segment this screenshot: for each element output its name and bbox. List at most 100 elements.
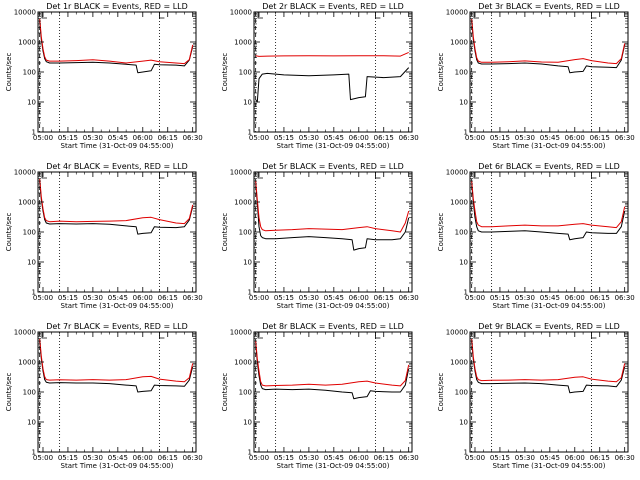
y-tick-label: 1000 [450, 199, 468, 207]
y-tick-label: 10000 [14, 329, 36, 337]
chart-title: Det 1r BLACK = Events, RED = LLD [46, 2, 188, 11]
y-tick-label: 1 [32, 289, 36, 297]
y-axis-label: Counts/sec [5, 213, 13, 252]
x-tick-label: 06:00 [349, 134, 369, 142]
y-tick-label: 1000 [18, 39, 36, 47]
chart-panel: Det 5r BLACK = Events, RED = LLD 1 10 100 10… [221, 162, 419, 310]
x-tick-label: 06:15 [590, 454, 610, 462]
y-tick-label: 10 [27, 419, 36, 427]
x-axis-label: Start Time (31-Oct-09 04:55:00) [493, 462, 606, 470]
chart-panel: Det 4r BLACK = Events, RED = LLD 1 10 100 10… [5, 162, 203, 310]
y-tick-label: 10 [243, 99, 252, 107]
x-tick-label: 06:30 [183, 454, 203, 462]
x-tick-label: 05:30 [83, 454, 103, 462]
y-tick-label: 1000 [234, 39, 252, 47]
x-tick-label: 06:30 [615, 134, 635, 142]
y-tick-label: 100 [23, 389, 36, 397]
corner-bracket [41, 172, 47, 179]
corner-bracket [257, 172, 263, 179]
chart-panel: Det 2r BLACK = Events, RED = LLD 1 10 100 10… [221, 2, 419, 150]
y-tick-label: 10000 [446, 329, 468, 337]
events-series-line [471, 20, 626, 74]
corner-bracket [257, 332, 263, 339]
x-tick-label: 05:45 [108, 134, 128, 142]
x-tick-label: 05:15 [274, 454, 294, 462]
events-series-line [471, 183, 626, 241]
x-tick-label: 05:45 [540, 294, 560, 302]
x-tick-label: 05:30 [515, 134, 535, 142]
y-tick-label: 10 [27, 259, 36, 267]
chart-panel: Det 9r BLACK = Events, RED = LLD 1 10 100 10… [437, 322, 635, 470]
x-tick-label: 05:45 [108, 454, 128, 462]
y-tick-label: 10 [459, 419, 468, 427]
plot-frame [37, 11, 197, 133]
chart-panel: Det 1r BLACK = Events, RED = LLD 1 10 100 10… [5, 2, 203, 150]
corner-bracket [41, 12, 47, 19]
y-tick-label: 10000 [446, 169, 468, 177]
corner-bracket [473, 12, 479, 19]
x-tick-label: 05:45 [324, 294, 344, 302]
plot-frame [253, 11, 413, 133]
x-tick-label: 05:45 [324, 134, 344, 142]
x-tick-label: 05:00 [465, 294, 485, 302]
plot-frame [253, 171, 413, 293]
y-axis-label: Counts/sec [221, 213, 229, 252]
y-tick-label: 1 [248, 129, 252, 137]
corner-bracket [159, 12, 165, 19]
x-tick-label: 05:15 [490, 294, 510, 302]
x-tick-label: 05:15 [490, 454, 510, 462]
x-tick-label: 06:30 [399, 454, 419, 462]
y-tick-label: 10000 [230, 329, 252, 337]
y-tick-label: 1000 [234, 199, 252, 207]
chart-title: Det 3r BLACK = Events, RED = LLD [478, 2, 620, 11]
events-series-line [39, 340, 194, 393]
x-axis-label: Start Time (31-Oct-09 04:55:00) [61, 142, 174, 150]
x-tick-label: 06:30 [183, 134, 203, 142]
y-tick-label: 10 [243, 259, 252, 267]
chart-panel: Det 8r BLACK = Events, RED = LLD 1 10 100 10… [221, 322, 419, 470]
y-tick-label: 1 [32, 129, 36, 137]
x-axis-label: Start Time (31-Oct-09 04:55:00) [277, 302, 390, 310]
chart-panel: Det 7r BLACK = Events, RED = LLD 1 10 100 10… [5, 322, 203, 470]
events-series-line [255, 183, 410, 251]
y-tick-label: 10000 [230, 9, 252, 17]
x-tick-label: 06:00 [565, 294, 585, 302]
y-tick-label: 100 [455, 69, 468, 77]
corner-bracket [591, 172, 597, 179]
x-tick-label: 06:30 [399, 294, 419, 302]
x-tick-label: 06:00 [349, 454, 369, 462]
y-tick-label: 1 [32, 449, 36, 457]
lld-series-line [255, 51, 409, 57]
x-tick-label: 06:15 [374, 454, 394, 462]
x-tick-label: 06:00 [133, 454, 153, 462]
corner-bracket [41, 332, 47, 339]
corner-bracket [159, 332, 165, 339]
y-tick-label: 10 [27, 99, 36, 107]
chart-title: Det 7r BLACK = Events, RED = LLD [46, 322, 188, 331]
plot-frame [469, 331, 629, 453]
y-tick-label: 10 [459, 259, 468, 267]
y-tick-label: 10000 [446, 9, 468, 17]
y-axis-label: Counts/sec [5, 53, 13, 92]
x-axis-label: Start Time (31-Oct-09 04:55:00) [493, 142, 606, 150]
x-tick-label: 05:00 [33, 454, 53, 462]
x-tick-label: 06:30 [399, 134, 419, 142]
lld-series-line [471, 338, 626, 383]
chart-panel: Det 6r BLACK = Events, RED = LLD 1 10 100 10… [437, 162, 635, 310]
y-tick-label: 1 [464, 289, 468, 297]
plot-frame [37, 171, 197, 293]
y-tick-label: 1000 [234, 359, 252, 367]
y-tick-label: 10000 [14, 9, 36, 17]
y-tick-label: 1 [464, 129, 468, 137]
x-tick-label: 05:30 [83, 134, 103, 142]
events-series-line [255, 67, 410, 103]
lld-series-line [255, 340, 410, 387]
chart-title: Det 8r BLACK = Events, RED = LLD [262, 322, 404, 331]
x-tick-label: 05:00 [465, 134, 485, 142]
x-tick-label: 06:15 [374, 134, 394, 142]
x-tick-label: 05:45 [540, 134, 560, 142]
x-tick-label: 05:30 [299, 294, 319, 302]
lld-series-line [39, 18, 194, 65]
x-tick-label: 06:15 [158, 294, 178, 302]
